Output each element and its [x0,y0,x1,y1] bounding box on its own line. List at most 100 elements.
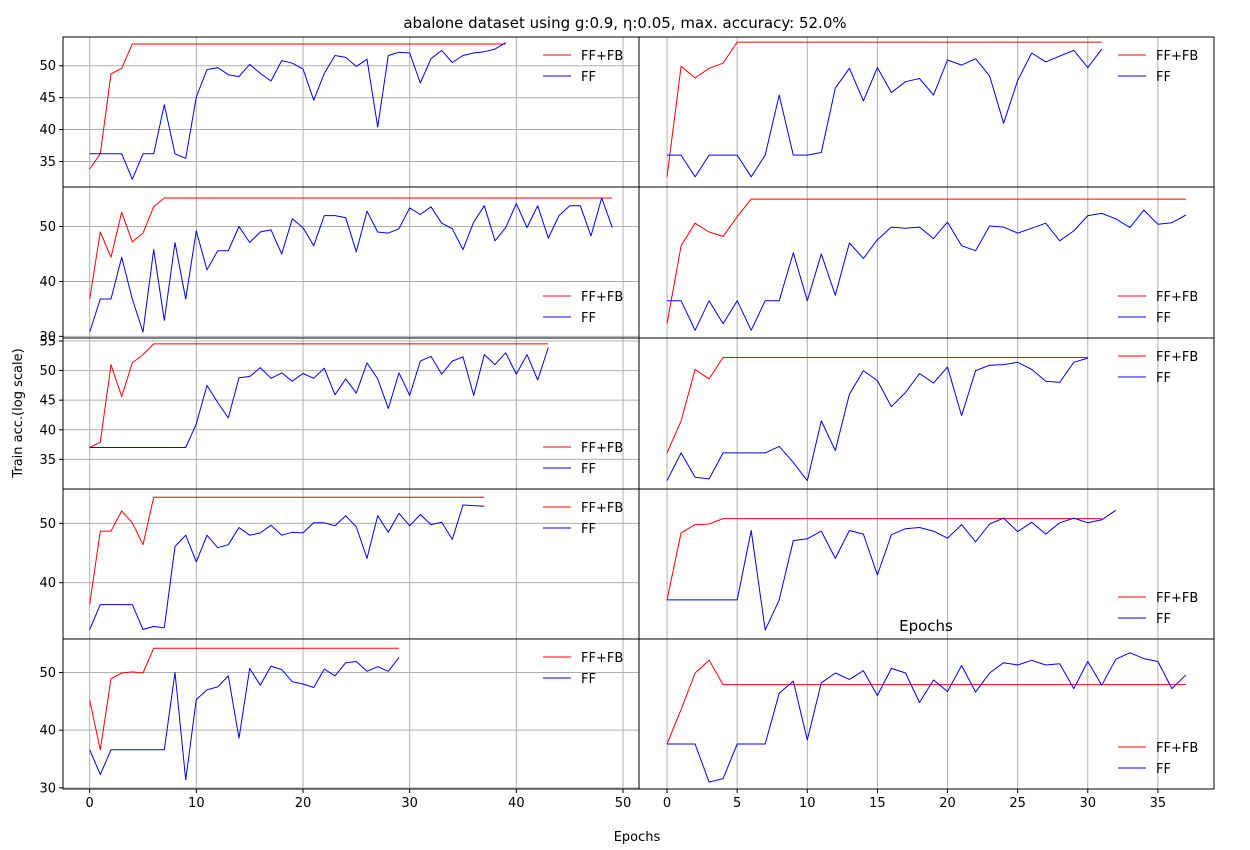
x-tick-label: 20 [939,796,956,811]
subplot-9: 0 10 20 30 40 50 30 40 50 FF+FB FF [39,638,640,811]
legend: FF+FB FF [1118,350,1198,386]
subplot-10: 0 5 10 15 20 25 30 35 FF+FB FF [638,638,1215,811]
x-tick-label: 35 [1150,796,1167,811]
series-line-ff-fb [666,198,1186,324]
series-line-ff [89,347,549,448]
figure-title: abalone dataset using g:0.9, η:0.05, max… [403,14,846,32]
series-line-ff-fb [89,496,485,605]
legend-label: FF [581,462,596,477]
legend-label: FF+FB [1156,290,1198,305]
legend-label: FF+FB [581,290,623,305]
y-tick-label: 50 [39,59,56,74]
y-tick-label: 45 [39,394,56,409]
series-line-ff [89,197,613,333]
y-tick-label: 30 [39,330,56,345]
series-line-ff [667,509,1117,631]
series-line-ff-fb [666,518,1102,601]
x-tick-label: 20 [295,796,312,811]
subplot-3: 30 40 50 FF+FB FF [39,186,640,345]
legend-label: FF+FB [581,501,623,516]
x-tick-label: 10 [799,796,816,811]
plot-area [639,187,1214,338]
y-tick-label: 40 [39,275,56,290]
x-tick-label: 10 [188,796,205,811]
plot-area [63,338,639,489]
y-axis-label: Train acc.(log scale) [11,348,26,478]
y-tick-label: 35 [39,155,56,170]
x-tick-label: 40 [508,796,525,811]
y-tick-label: 55 [39,334,56,349]
series-line-ff [89,42,506,180]
plot-area [639,338,1214,489]
legend: FF+FB FF [543,651,623,687]
series-line-ff-fb [666,41,1102,177]
legend-label: FF+FB [581,441,623,456]
legend: FF+FB FF [1118,591,1198,627]
legend-label: FF [581,70,596,85]
y-tick-label: 50 [39,220,56,235]
x-tick-label: 25 [1009,796,1026,811]
legend: FF+FB FF [1118,49,1198,85]
legend: FF+FB FF [1118,290,1198,326]
plot-area [639,489,1214,639]
plot-area [63,187,639,338]
legend-label: FF [1156,371,1171,386]
plot-area [63,37,639,187]
series-line-ff [89,657,400,781]
legend-label: FF+FB [1156,350,1198,365]
x-tick-label: 5 [733,796,741,811]
series-line-ff-fb [89,43,506,170]
legend-label: FF+FB [1156,741,1198,756]
legend: FF+FB FF [543,501,623,537]
x-tick-label: 0 [663,796,671,811]
subplot-1: 35 40 45 50 FF+FB FF [39,36,640,191]
x-tick-label: 0 [86,796,94,811]
x-tick-label: 30 [401,796,418,811]
axes-frame [638,638,1215,790]
plot-area [63,639,639,789]
legend-label: FF [1156,612,1171,627]
x-tick-label: 15 [869,796,886,811]
series-line-ff-fb [89,647,399,751]
legend: FF+FB FF [543,290,623,326]
subplot-grid: 35404550FF+FBFFFF+FBFF304050FF+FBFFFF+FB… [39,36,1215,811]
y-tick-label: 35 [39,453,56,468]
subplot-2: FF+FB FF [638,36,1215,191]
legend-label: FF+FB [1156,591,1198,606]
subplot-8: FF+FB FF [638,488,1215,643]
y-tick-label: 50 [39,666,56,681]
series-line-ff-fb [89,343,549,448]
series-line-ff-fb [666,659,1186,745]
subplot-4: FF+FB FF [638,186,1215,342]
legend-label: FF [1156,311,1171,326]
x-tick-label: 50 [615,796,632,811]
legend: FF+FB FF [1118,741,1198,777]
series-line-ff [667,48,1103,178]
legend-label: FF+FB [581,651,623,666]
legend: FF+FB FF [543,441,623,477]
y-tick-label: 40 [39,724,56,739]
plot-area [63,489,639,639]
legend-label: FF+FB [581,49,623,64]
legend-label: FF+FB [1156,49,1198,64]
y-tick-label: 40 [39,423,56,438]
series-line-ff [89,504,485,630]
subplot-7: 40 50 FF+FB FF [39,488,640,643]
plot-area [639,639,1214,789]
legend: FF+FB FF [543,49,623,85]
x-tick-label: 30 [1080,796,1097,811]
subplot-5: 35 40 45 50 55 FF+FB FF [39,334,640,493]
legend-label: FF [581,311,596,326]
series-line-ff [667,209,1187,331]
y-tick-label: 50 [39,364,56,379]
legend-label: FF [581,672,596,687]
series-line-ff [667,652,1187,783]
plot-area [639,37,1214,187]
legend-label: FF [581,522,596,537]
series-line-ff-fb [89,197,613,300]
legend-label: FF [1156,70,1171,85]
y-tick-label: 50 [39,517,56,532]
x-axis-label: Epochs [614,830,661,845]
y-tick-label: 45 [39,91,56,106]
